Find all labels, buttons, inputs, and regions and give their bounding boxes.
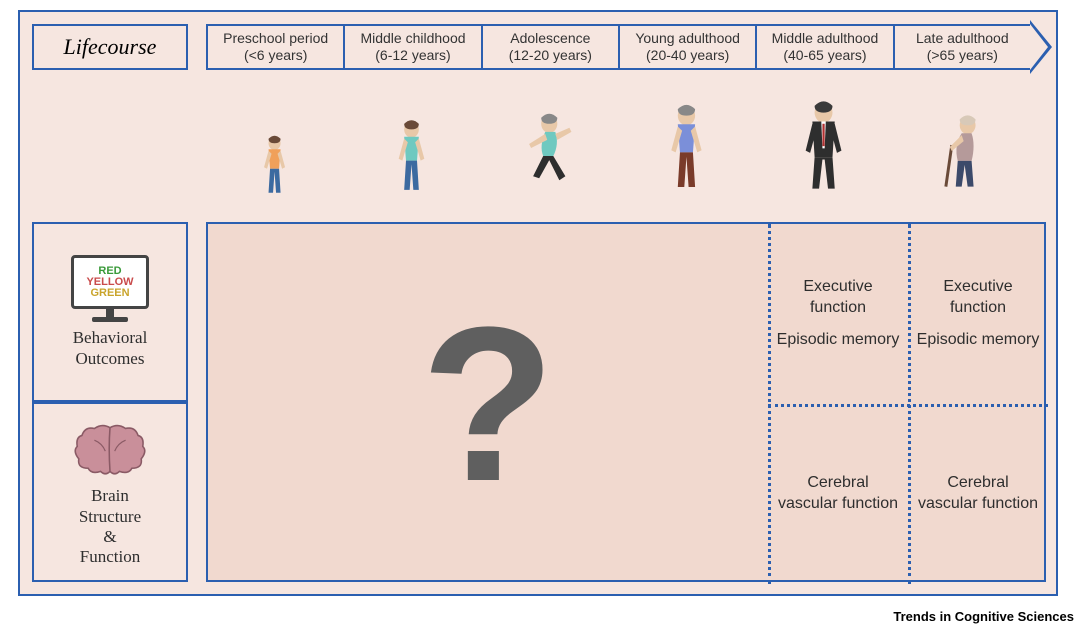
figure-late-adulthood	[893, 80, 1030, 212]
stage-adolescence: Adolescence (12-20 years)	[483, 26, 620, 68]
figure-adolescence	[481, 80, 618, 212]
cell-text: Cerebral vascular function	[776, 473, 900, 515]
cell-middle-behavioral: Executive function Episodic memory	[768, 224, 908, 404]
figure-middle-adulthood	[755, 80, 892, 212]
monitor-icon: RED YELLOW GREEN	[71, 255, 149, 322]
cell-text: Executive function	[776, 277, 900, 319]
stage-age: (6-12 years)	[375, 47, 450, 64]
stage-name: Late adulthood	[916, 30, 1009, 47]
monitor-line-yellow: YELLOW	[86, 277, 133, 288]
stage-name: Middle childhood	[360, 30, 465, 47]
person-icon	[519, 96, 580, 206]
cell-text: Episodic memory	[917, 330, 1040, 351]
figure-preschool	[206, 80, 343, 212]
monitor-line-green: GREEN	[90, 288, 129, 299]
stage-name: Middle adulthood	[772, 30, 879, 47]
main-content-area: ? Executive function Episodic memory Exe…	[206, 222, 1046, 582]
stage-name: Adolescence	[510, 30, 590, 47]
stage-age: (12-20 years)	[509, 47, 592, 64]
cell-text: Cerebral vascular function	[916, 473, 1040, 515]
attribution: Trends in Cognitive Sciences	[893, 609, 1074, 624]
figure-young-adulthood	[618, 80, 755, 212]
person-icon	[790, 84, 857, 206]
side-behavioral-outcomes: RED YELLOW GREEN Behavioral Outcomes	[32, 222, 188, 402]
lifecourse-label: Lifecourse	[32, 24, 188, 70]
side-brain-label: Brain Structure & Function	[79, 486, 141, 568]
cell-text: Episodic memory	[777, 330, 900, 351]
lifecourse-text: Lifecourse	[64, 34, 157, 60]
person-icon	[932, 98, 991, 206]
stage-name: Young adulthood	[635, 30, 740, 47]
side-behavioral-label: Behavioral Outcomes	[73, 328, 148, 369]
stage-middle-adulthood: Middle adulthood (40-65 years)	[757, 26, 894, 68]
stage-name: Preschool period	[223, 30, 328, 47]
stage-late-adulthood: Late adulthood (>65 years)	[895, 26, 1030, 68]
cell-middle-brain: Cerebral vascular function	[768, 404, 908, 584]
diagram-frame: Lifecourse Preschool period (<6 years) M…	[18, 10, 1058, 596]
stage-age: (>65 years)	[927, 47, 998, 64]
person-icon	[654, 88, 719, 206]
side-brain-structure: Brain Structure & Function	[32, 402, 188, 582]
figure-middle-childhood	[343, 80, 480, 212]
cell-text: Executive function	[916, 277, 1040, 319]
stage-age: (<6 years)	[244, 47, 307, 64]
stage-middle-childhood: Middle childhood (6-12 years)	[345, 26, 482, 68]
figures-row	[206, 80, 1030, 212]
cell-late-brain: Cerebral vascular function	[908, 404, 1048, 584]
timeline-arrowhead-inner	[1030, 24, 1048, 70]
person-icon	[384, 106, 439, 206]
brain-icon	[71, 416, 149, 480]
stage-preschool: Preschool period (<6 years)	[208, 26, 345, 68]
stage-age: (20-40 years)	[646, 47, 729, 64]
cell-late-behavioral: Executive function Episodic memory	[908, 224, 1048, 404]
outcomes-grid: Executive function Episodic memory Execu…	[768, 224, 1048, 584]
monitor-line-red: RED	[98, 266, 121, 277]
stage-young-adulthood: Young adulthood (20-40 years)	[620, 26, 757, 68]
timeline-arrow: Preschool period (<6 years) Middle child…	[206, 24, 1030, 70]
question-mark: ?	[208, 224, 768, 584]
person-icon	[252, 124, 297, 206]
stage-age: (40-65 years)	[783, 47, 866, 64]
